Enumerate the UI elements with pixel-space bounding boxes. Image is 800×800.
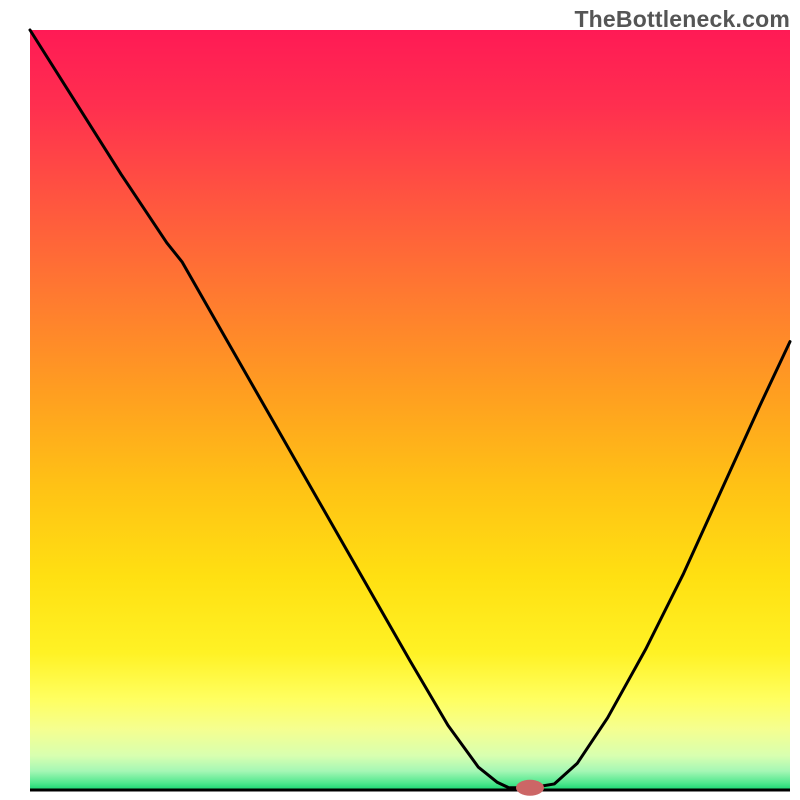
gradient-background [30,30,790,790]
optimal-point-marker [516,780,544,796]
bottleneck-chart [0,0,800,800]
watermark-text: TheBottleneck.com [574,6,790,33]
chart-canvas: TheBottleneck.com [0,0,800,800]
